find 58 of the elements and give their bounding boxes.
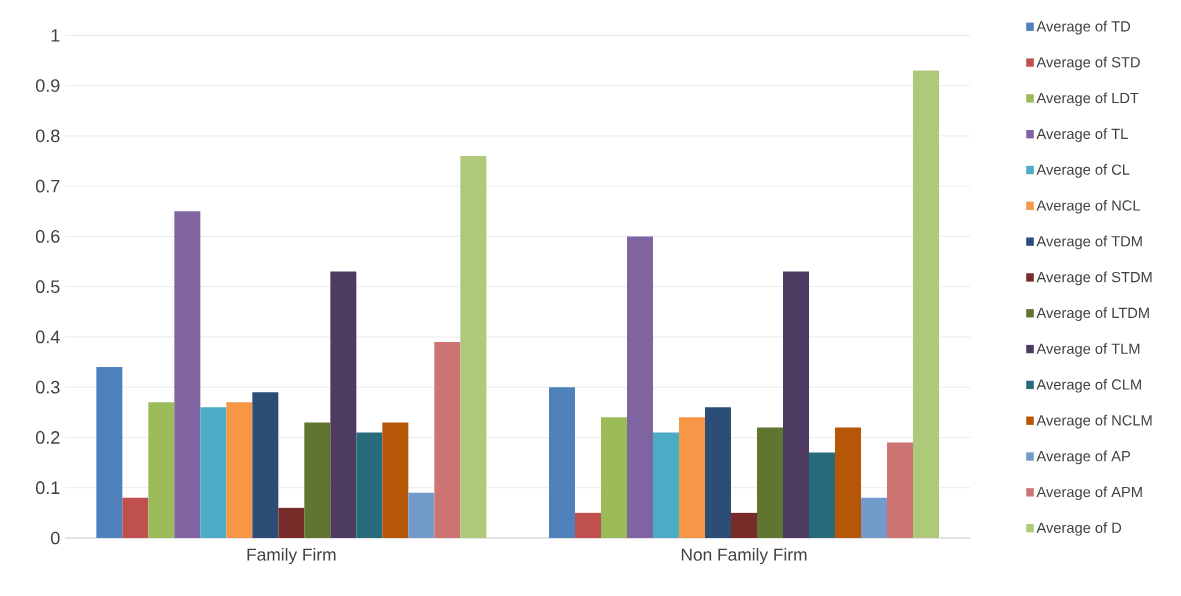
bar [434,341,461,538]
legend-label: Average of STD [1036,56,1140,71]
legend-label: Average of LDT [1036,92,1139,107]
bar [731,512,758,538]
bar [627,236,654,538]
y-tick-label: 0.3 [35,380,60,394]
y-tick-label: 0.7 [35,179,60,193]
legend-label: Average of TDM [1036,235,1142,250]
bar [757,427,784,538]
x-tick-label: Family Firm [247,548,336,565]
y-tick-label: 0.2 [35,431,60,444]
bar [330,271,357,538]
bar [122,497,149,538]
legend-label: Average of LTDM [1036,307,1149,321]
legend-label: Average of TL [1036,128,1128,142]
bar [252,392,279,538]
y-tick-label: 0.6 [35,230,60,243]
bar [356,432,383,538]
bar [148,402,175,538]
bar [174,211,201,538]
y-tick-label: 0.8 [35,129,60,143]
bar [861,497,888,538]
bar [783,271,810,538]
y-tick-label: 0.1 [35,481,60,495]
legend-label: Average of APM [1036,486,1142,501]
bar [460,155,487,538]
legend-label: Average of TD [1036,20,1131,35]
bar [653,432,680,538]
bar [679,417,705,538]
y-tick-label: 0 [50,531,60,545]
bar [304,422,331,538]
bar [408,492,435,538]
bar [705,407,732,538]
bar [549,387,575,538]
legend-label: Average of D [1036,522,1122,536]
bar [575,512,602,538]
bar [226,402,253,538]
bar [601,417,627,538]
bar [278,507,305,538]
y-tick-label: 0.9 [35,79,60,92]
legend-label: Average of STDM [1036,271,1152,286]
bar [96,367,123,538]
bar [835,427,862,538]
bar [382,422,409,538]
legend-label: Average of NCLM [1036,414,1152,429]
bar [913,70,940,538]
legend-label: Average of NCL [1036,199,1141,214]
legend-label: Average of AP [1036,450,1130,465]
y-tick-label: 1 [51,29,60,42]
bar [200,407,227,538]
legend-label: Average of TLM [1036,343,1140,357]
bar [809,452,836,538]
legend-label: Average of CLM [1036,378,1141,393]
bar [887,442,914,538]
legend-label: Average of CL [1036,164,1130,178]
y-tick-label: 0.4 [35,330,60,344]
x-tick-label: Non Family Firm [681,548,807,565]
y-tick-label: 0.5 [35,280,60,294]
